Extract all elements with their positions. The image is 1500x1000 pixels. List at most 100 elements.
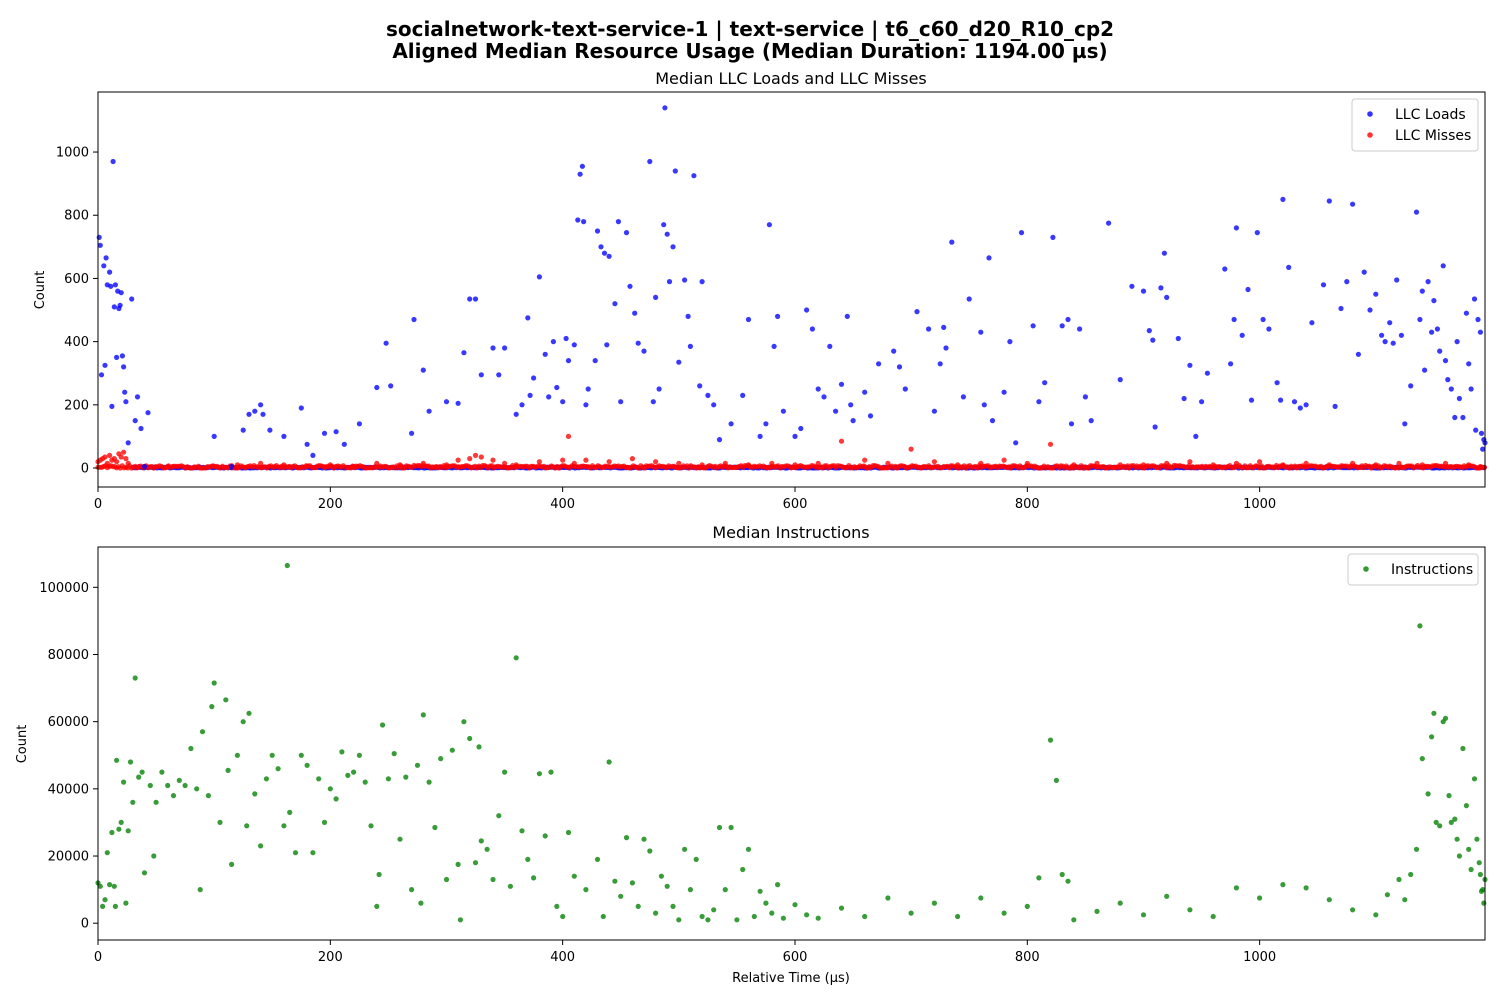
data-point xyxy=(374,460,380,466)
data-point xyxy=(1140,462,1147,468)
data-point xyxy=(641,348,647,354)
data-point xyxy=(397,836,403,842)
data-point xyxy=(1338,305,1344,312)
data-point xyxy=(1332,403,1338,409)
data-point xyxy=(420,460,426,466)
data-point xyxy=(356,421,362,427)
data-point xyxy=(682,277,688,283)
data-point xyxy=(705,917,711,923)
data-point xyxy=(496,813,502,819)
data-point xyxy=(775,313,781,319)
data-point xyxy=(867,413,874,419)
data-point xyxy=(527,392,533,398)
data-point xyxy=(1382,339,1388,345)
data-point xyxy=(443,462,450,468)
data-point xyxy=(304,441,310,447)
data-point xyxy=(258,460,264,466)
data-point xyxy=(457,917,463,923)
data-point xyxy=(455,457,461,463)
data-point xyxy=(1387,320,1393,326)
data-point xyxy=(1117,462,1123,468)
data-point xyxy=(116,826,122,832)
data-point xyxy=(1473,427,1479,433)
data-point xyxy=(1480,887,1486,893)
data-point xyxy=(1248,397,1255,403)
data-point xyxy=(1071,462,1077,468)
data-point xyxy=(502,460,508,466)
data-point xyxy=(1065,316,1071,323)
data-point xyxy=(676,359,682,365)
data-point xyxy=(139,769,145,775)
data-point xyxy=(225,767,231,774)
data-point xyxy=(490,457,496,463)
data-point xyxy=(1431,298,1437,304)
data-point xyxy=(838,381,845,387)
data-point xyxy=(601,250,608,256)
data-point xyxy=(1350,907,1356,913)
data-point xyxy=(197,887,203,893)
data-point xyxy=(699,279,705,285)
data-point xyxy=(496,372,502,378)
data-point xyxy=(1164,460,1170,466)
instructions-chart-frame xyxy=(97,546,1486,941)
data-point xyxy=(110,158,116,165)
data-point xyxy=(699,913,705,920)
data-point xyxy=(1474,836,1480,842)
data-point xyxy=(211,433,217,439)
data-point xyxy=(780,408,787,414)
data-point xyxy=(981,402,987,408)
data-point xyxy=(1024,903,1030,910)
data-point xyxy=(409,887,415,893)
data-point xyxy=(1036,875,1042,881)
data-point xyxy=(1088,418,1094,424)
legend-marker xyxy=(1363,566,1369,572)
data-point xyxy=(409,430,415,436)
data-point xyxy=(1434,326,1440,332)
data-point xyxy=(554,903,560,910)
data-point xyxy=(926,326,932,332)
x-tick-label: 200 xyxy=(318,497,343,512)
x-tick-label: 0 xyxy=(94,497,102,512)
data-point xyxy=(1199,399,1205,405)
x-tick-label: 400 xyxy=(550,950,575,965)
data-point xyxy=(165,463,171,470)
data-point xyxy=(536,274,543,280)
data-point xyxy=(792,462,798,468)
data-point xyxy=(1150,337,1156,343)
data-point xyxy=(112,903,118,910)
data-point xyxy=(575,217,581,223)
data-point xyxy=(102,897,108,903)
data-point xyxy=(267,427,273,433)
y-tick-label: 0 xyxy=(81,917,89,932)
data-point xyxy=(327,786,333,792)
data-point xyxy=(229,861,235,868)
data-point xyxy=(647,158,653,165)
data-point xyxy=(502,345,508,351)
data-point xyxy=(641,836,647,842)
data-point xyxy=(114,354,120,360)
data-point xyxy=(432,824,438,831)
data-point xyxy=(418,900,424,906)
data-point xyxy=(252,408,258,414)
data-point xyxy=(1158,285,1164,291)
data-point xyxy=(656,386,662,392)
data-point xyxy=(260,411,266,417)
data-point xyxy=(1245,286,1251,293)
data-point xyxy=(745,462,752,468)
data-point xyxy=(687,343,694,349)
data-point xyxy=(757,433,763,439)
data-point xyxy=(1402,897,1408,903)
data-point xyxy=(1280,196,1286,202)
data-point xyxy=(513,411,519,417)
data-point xyxy=(127,759,134,765)
data-point xyxy=(284,562,290,569)
data-point xyxy=(403,774,409,780)
data-point xyxy=(1094,460,1100,466)
data-point xyxy=(321,819,328,826)
data-point xyxy=(490,876,496,883)
legend-label: Instructions xyxy=(1391,562,1473,578)
data-point xyxy=(107,269,113,275)
data-point xyxy=(666,279,673,285)
data-point xyxy=(1204,370,1210,376)
